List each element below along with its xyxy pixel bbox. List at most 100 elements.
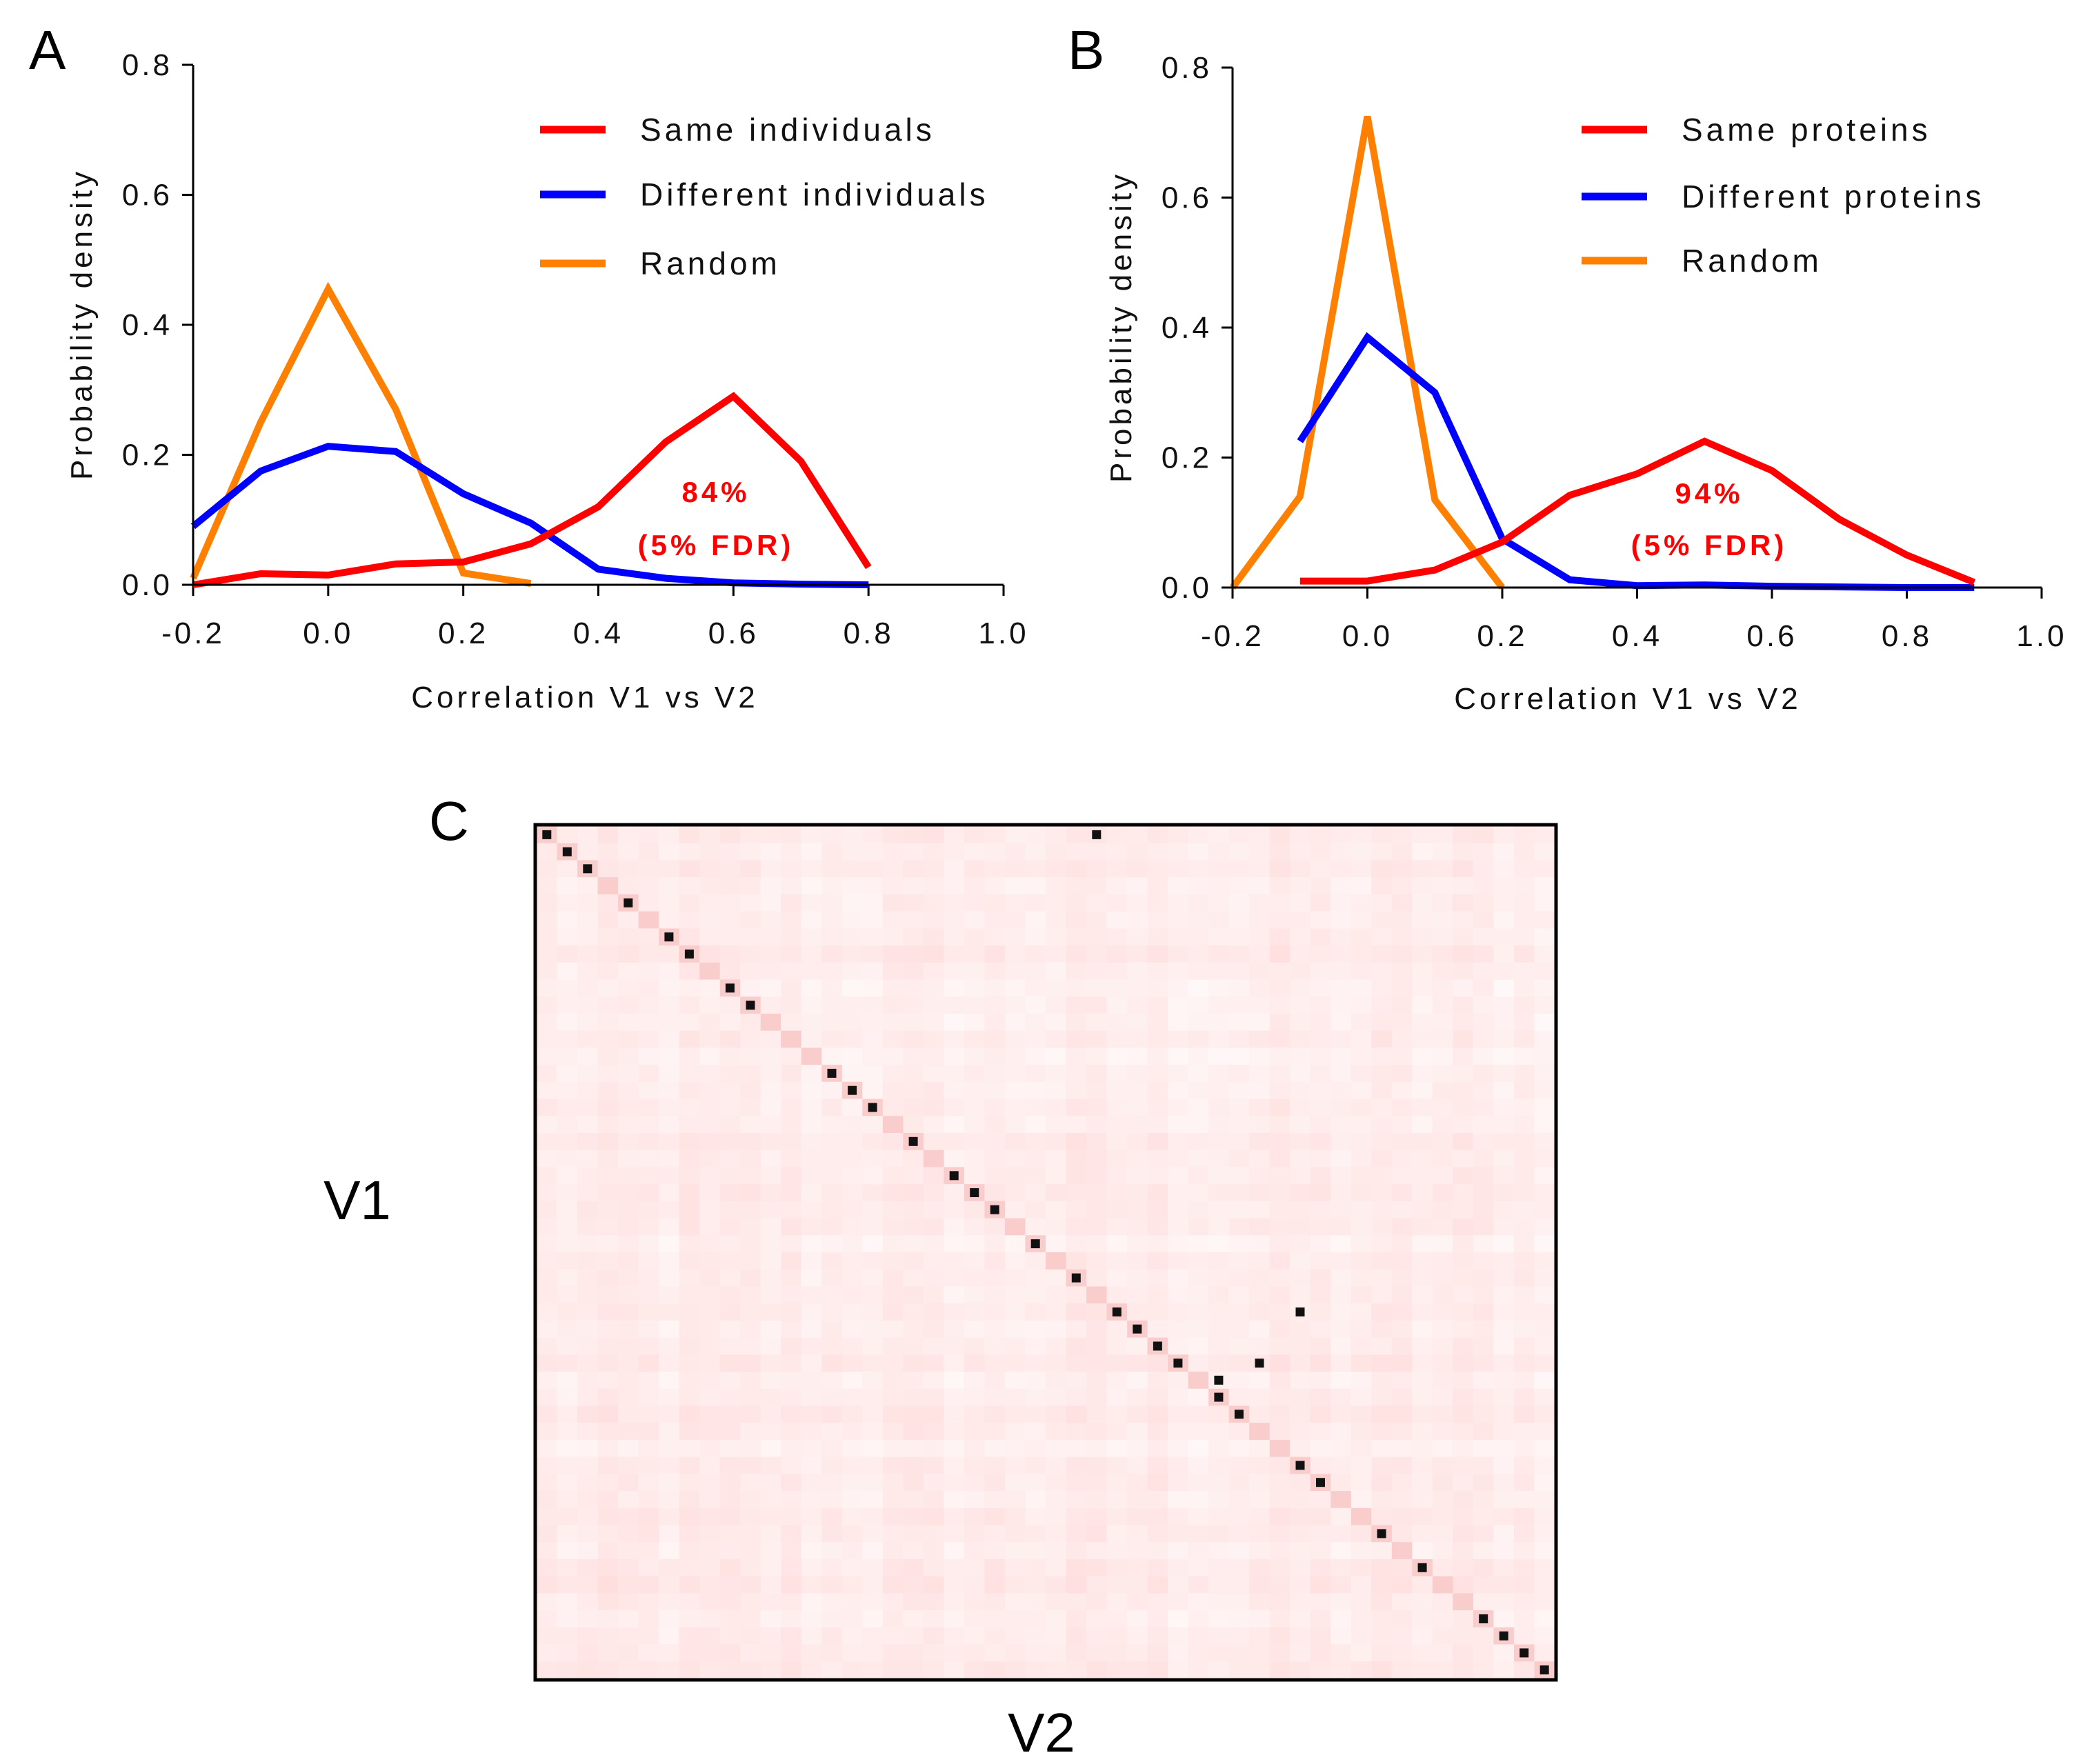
heatmap-cell xyxy=(1046,894,1067,912)
heatmap-cell xyxy=(801,877,822,895)
heatmap-cell xyxy=(1269,1354,1290,1372)
heatmap-cell xyxy=(699,1507,721,1526)
b-x-tick-label: 0.8 xyxy=(1882,619,1932,653)
heatmap-cell xyxy=(821,1337,843,1355)
heatmap-cell xyxy=(1249,826,1270,844)
heatmap-cell xyxy=(1432,1048,1453,1065)
heatmap-cell xyxy=(862,1065,884,1083)
heatmap-cell xyxy=(1351,1132,1372,1151)
heatmap-cell xyxy=(537,1030,558,1048)
heatmap-cell xyxy=(984,1132,1006,1151)
heatmap-cell xyxy=(1168,1116,1189,1134)
heatmap-cell xyxy=(1513,1235,1535,1253)
heatmap-cell xyxy=(1453,1081,1474,1100)
heatmap-cell xyxy=(557,1627,578,1645)
heatmap-cell xyxy=(801,1235,822,1253)
heatmap-cell xyxy=(964,1201,986,1219)
heatmap-cell xyxy=(1269,1474,1290,1492)
heatmap-cell xyxy=(740,1388,761,1407)
heatmap-cell xyxy=(1208,1184,1230,1202)
heatmap-cell xyxy=(923,1235,944,1253)
heatmap-cell xyxy=(1371,1593,1393,1611)
heatmap-cell xyxy=(944,1286,965,1304)
heatmap-cell xyxy=(1391,1269,1413,1287)
heatmap-cell xyxy=(882,1065,904,1083)
heatmap-cell xyxy=(1066,1337,1087,1355)
heatmap-match-cell xyxy=(1295,1307,1305,1316)
heatmap-cell xyxy=(1147,1405,1168,1423)
heatmap-cell xyxy=(1493,860,1515,878)
heatmap-match-cell xyxy=(725,983,735,993)
heatmap-cell xyxy=(882,1337,904,1355)
heatmap-cell xyxy=(1004,1507,1026,1526)
heatmap-cell xyxy=(1269,1048,1290,1065)
heatmap-cell xyxy=(659,1405,680,1423)
heatmap-cell xyxy=(923,1661,944,1679)
heatmap-cell xyxy=(638,979,659,997)
heatmap-cell xyxy=(1473,1525,1495,1543)
heatmap-cell xyxy=(1106,1013,1128,1032)
heatmap-cell xyxy=(1046,1337,1067,1355)
heatmap-cell xyxy=(1004,1167,1026,1185)
heatmap-cell xyxy=(1534,1423,1555,1441)
heatmap-cell xyxy=(597,1337,619,1355)
heatmap-cell xyxy=(821,894,843,912)
heatmap-cell xyxy=(1106,1576,1128,1594)
heatmap-cell xyxy=(760,1610,781,1628)
heatmap-cell xyxy=(1066,1354,1087,1372)
heatmap-cell xyxy=(1351,843,1372,861)
heatmap-cell xyxy=(1453,826,1474,844)
heatmap-cell xyxy=(638,1252,659,1270)
heatmap-cell xyxy=(719,1525,741,1543)
heatmap-cell xyxy=(1513,996,1535,1014)
heatmap-cell xyxy=(1371,1235,1393,1253)
heatmap-cell xyxy=(1473,860,1495,878)
heatmap-cell xyxy=(903,1423,924,1441)
heatmap-cell xyxy=(1127,1423,1148,1441)
heatmap-cell xyxy=(557,860,578,878)
heatmap-cell xyxy=(577,1610,599,1628)
heatmap-cell xyxy=(1228,928,1250,946)
heatmap-cell xyxy=(882,1184,904,1202)
heatmap-cell xyxy=(1473,1627,1495,1645)
heatmap-cell xyxy=(1473,1405,1495,1423)
heatmap-x-axis-title: V2 xyxy=(1008,1702,1075,1763)
heatmap-cell xyxy=(1432,1337,1453,1355)
heatmap-cell xyxy=(537,1354,558,1372)
heatmap-cell xyxy=(1066,1303,1087,1321)
heatmap-cell xyxy=(984,996,1006,1014)
heatmap-cell xyxy=(740,1081,761,1100)
heatmap-cell xyxy=(923,1627,944,1645)
heatmap-cell xyxy=(1330,1525,1352,1543)
heatmap-cell xyxy=(1168,1303,1189,1321)
heatmap-match-cell xyxy=(1153,1341,1162,1351)
heatmap-cell xyxy=(1086,1048,1108,1065)
heatmap-cell xyxy=(537,1558,558,1577)
heatmap-cell xyxy=(1066,1576,1087,1594)
heatmap-cell xyxy=(1208,1081,1230,1100)
heatmap-cell xyxy=(1188,996,1209,1014)
heatmap-cell xyxy=(1351,1558,1372,1577)
heatmap-cell xyxy=(903,1474,924,1492)
heatmap-cell xyxy=(1371,979,1393,997)
heatmap-cell xyxy=(1147,1474,1168,1492)
heatmap-cell xyxy=(1351,1252,1372,1270)
heatmap-cell xyxy=(1249,1388,1270,1407)
heatmap-cell xyxy=(1432,962,1453,981)
heatmap-cell xyxy=(1269,1201,1290,1219)
heatmap-cell xyxy=(1025,1269,1046,1287)
heatmap-cell xyxy=(821,1116,843,1134)
heatmap-cell xyxy=(1330,911,1352,929)
heatmap-cell xyxy=(699,1303,721,1321)
heatmap-cell xyxy=(821,1661,843,1679)
heatmap-cell xyxy=(577,1252,599,1270)
heatmap-cell xyxy=(1493,1542,1515,1560)
heatmap-cell xyxy=(638,1372,659,1390)
heatmap-cell xyxy=(1473,1576,1495,1594)
heatmap-cell xyxy=(1371,1286,1393,1304)
heatmap-cell xyxy=(1086,1474,1108,1492)
heatmap-cell xyxy=(964,1542,986,1560)
heatmap-cell xyxy=(740,1507,761,1526)
heatmap-cell xyxy=(1330,1337,1352,1355)
heatmap-cell xyxy=(1453,1201,1474,1219)
